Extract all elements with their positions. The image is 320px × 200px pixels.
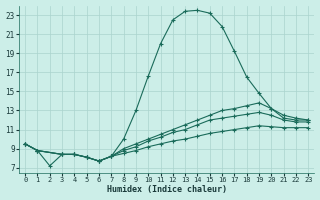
X-axis label: Humidex (Indice chaleur): Humidex (Indice chaleur) <box>107 185 227 194</box>
